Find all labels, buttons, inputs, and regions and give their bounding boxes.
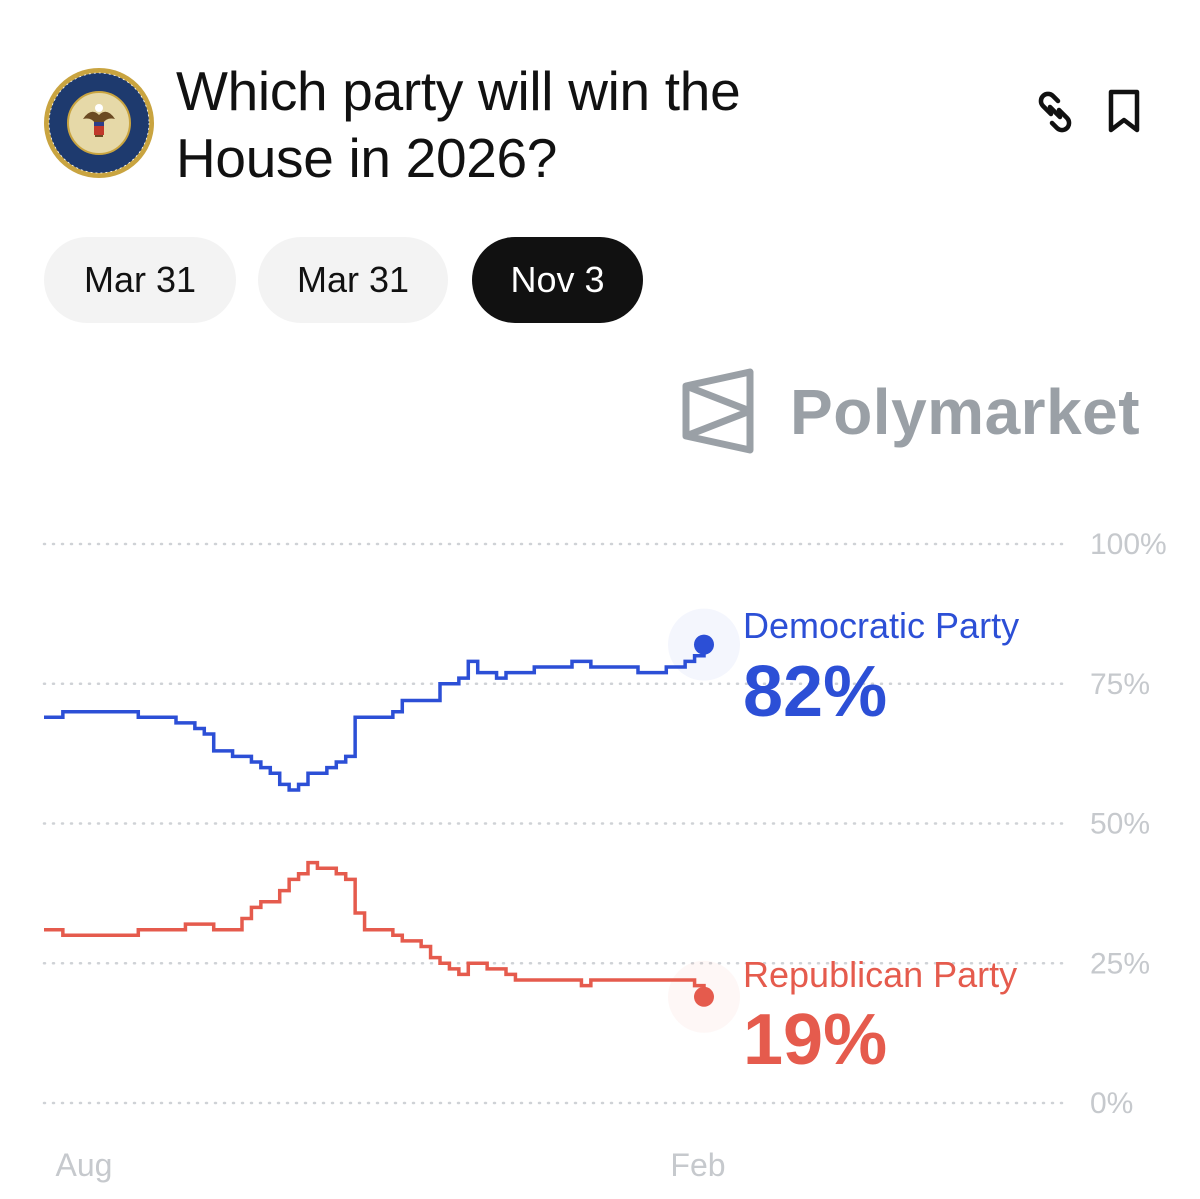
series-name-label: Republican Party bbox=[743, 954, 1017, 995]
us-house-seal-icon bbox=[44, 68, 154, 178]
polymarket-logo-icon bbox=[682, 368, 754, 454]
page-title: Which party will win the House in 2026? bbox=[176, 58, 936, 192]
x-tick-label: Feb bbox=[670, 1147, 725, 1183]
series-name-label: Democratic Party bbox=[743, 605, 1019, 646]
y-tick-label: 100% bbox=[1090, 528, 1167, 561]
series-line-1 bbox=[44, 860, 706, 997]
y-tick-label: 50% bbox=[1090, 808, 1150, 841]
date-tab-mar-31-first[interactable]: Mar 31 bbox=[44, 237, 236, 323]
y-tick-label: 25% bbox=[1090, 947, 1150, 980]
probability-chart: 100% 75% 50% 25% 0% Aug Feb Democratic Party 82%… bbox=[42, 528, 1167, 1183]
y-tick-label: 0% bbox=[1090, 1087, 1133, 1120]
series-value-label: 19% bbox=[743, 1000, 887, 1080]
title-line-1: Which party will win the bbox=[176, 60, 741, 122]
x-tick-label: Aug bbox=[56, 1147, 113, 1183]
date-tab-nov-3[interactable]: Nov 3 bbox=[472, 237, 643, 323]
polymarket-watermark: Polymarket bbox=[680, 366, 1180, 458]
series-end-dot-1 bbox=[694, 986, 714, 1007]
title-line-2: House in 2026? bbox=[176, 127, 558, 189]
polymarket-brand-name: Polymarket bbox=[790, 376, 1141, 448]
series-end-dot-0 bbox=[694, 634, 714, 655]
series-line-0 bbox=[44, 644, 706, 792]
series-value-label: 82% bbox=[743, 652, 887, 732]
y-tick-label: 75% bbox=[1090, 668, 1150, 701]
link-icon[interactable] bbox=[1031, 88, 1079, 136]
date-tab-mar-31-second[interactable]: Mar 31 bbox=[258, 237, 448, 323]
bookmark-icon[interactable] bbox=[1102, 88, 1150, 136]
